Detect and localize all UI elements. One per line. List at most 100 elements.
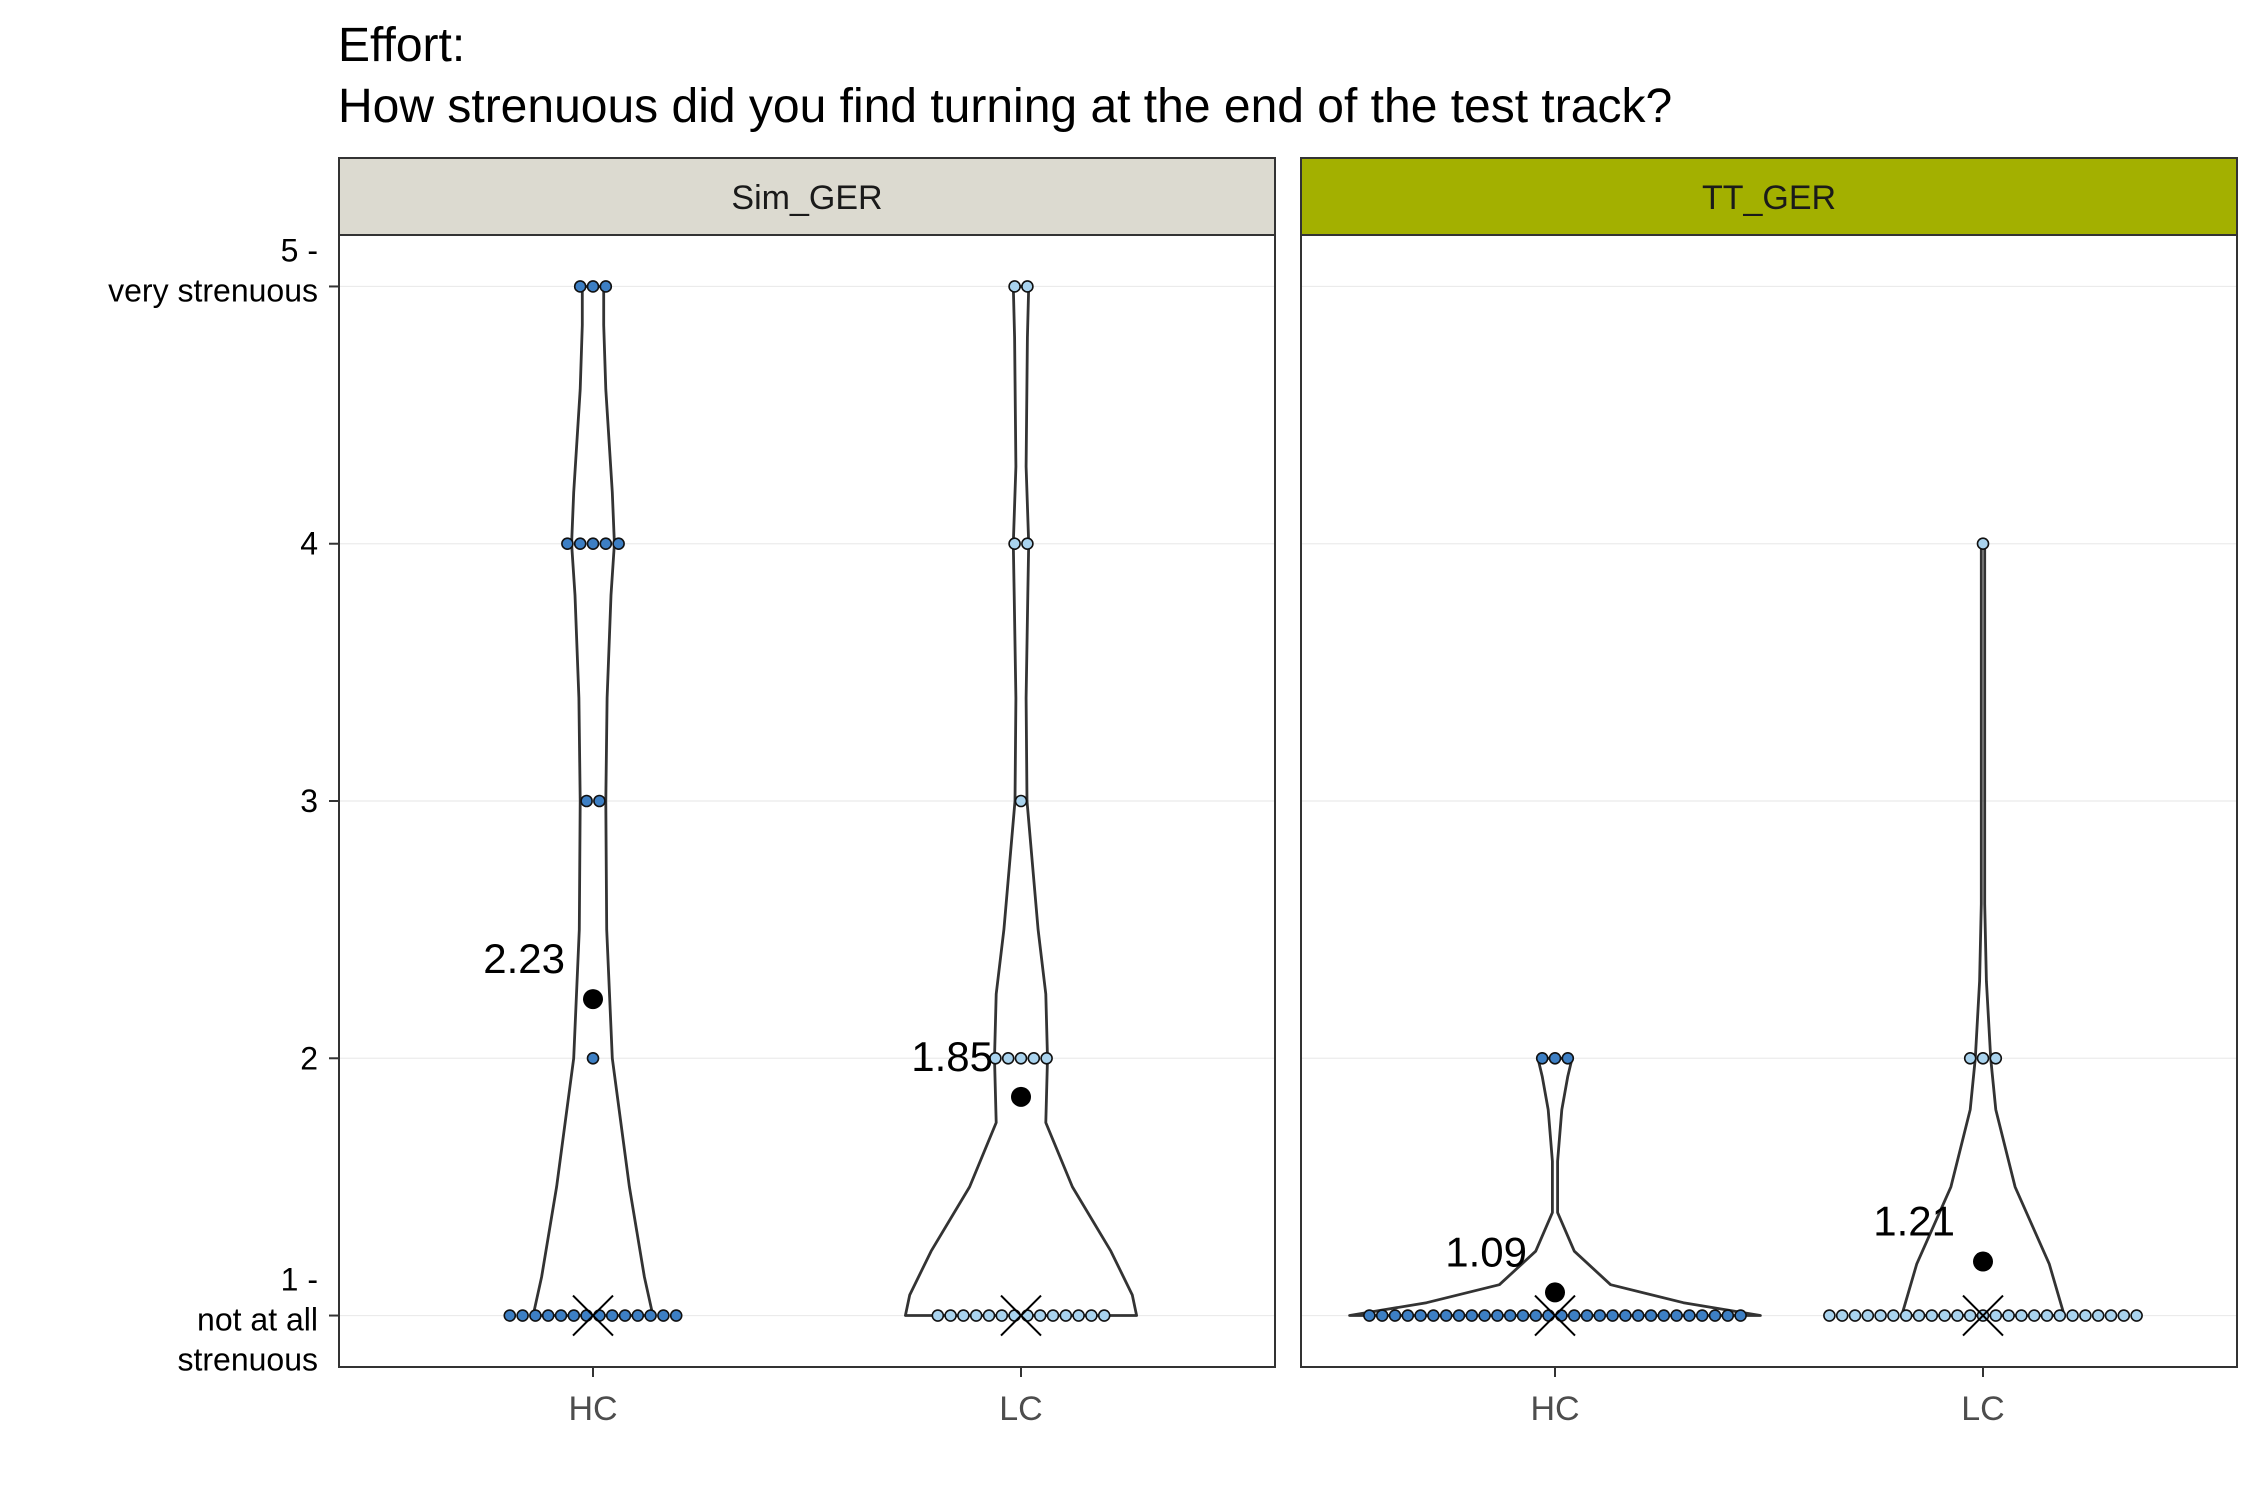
data-dot xyxy=(2130,1309,2143,1322)
data-dot xyxy=(1657,1309,1671,1322)
data-dot xyxy=(554,1309,568,1322)
mean-point xyxy=(1545,1282,1565,1303)
y-tick-label: not at all xyxy=(197,1302,318,1338)
y-tick-label: 4 xyxy=(300,526,318,562)
data-dot xyxy=(957,1309,970,1322)
data-dot xyxy=(1619,1309,1632,1322)
data-dot xyxy=(1452,1309,1466,1322)
data-dot xyxy=(1963,1051,1977,1065)
data-dot xyxy=(2015,1309,2028,1322)
data-dot xyxy=(1491,1309,1504,1322)
data-dot xyxy=(599,537,613,551)
chart-title-line2: How strenuous did you find turning at th… xyxy=(338,80,1672,133)
median-cross xyxy=(1000,1294,1042,1337)
y-tick-label: 5 - xyxy=(281,232,318,268)
data-dot xyxy=(561,537,574,551)
data-dot xyxy=(1427,1309,1440,1322)
mean-point xyxy=(1973,1251,1993,1272)
median-cross xyxy=(1962,1294,2004,1337)
data-dot xyxy=(1097,1309,1111,1322)
plot-area: 5 - very strenuous 4 3 2 1 - not at all strenuo… xyxy=(108,157,2238,1428)
data-dot xyxy=(1989,1309,2003,1322)
data-dot xyxy=(1535,1051,1549,1065)
data-dot xyxy=(1503,1309,1517,1322)
data-dot xyxy=(1976,1051,1990,1065)
x-tick-label: LC xyxy=(1961,1390,2004,1428)
data-dot xyxy=(1823,1309,1836,1322)
median-cross xyxy=(1534,1294,1576,1337)
data-dot xyxy=(944,1309,957,1322)
data-dot xyxy=(1561,1051,1575,1065)
data-dot xyxy=(1861,1309,1875,1322)
data-dot xyxy=(580,794,593,808)
data-dot xyxy=(1848,1309,1862,1322)
y-tick-label: 3 xyxy=(300,783,318,819)
data-dot xyxy=(1021,537,1034,551)
data-dot xyxy=(586,1051,600,1065)
data-dot xyxy=(618,1309,632,1322)
data-dot xyxy=(1059,1309,1073,1322)
data-dot xyxy=(2002,1309,2015,1322)
data-dot xyxy=(1899,1309,1913,1322)
data-dot xyxy=(586,280,600,293)
data-dot xyxy=(1001,1051,1015,1065)
data-dot xyxy=(1593,1309,1607,1322)
data-dot xyxy=(1835,1309,1849,1322)
data-dot xyxy=(2117,1309,2131,1322)
data-dot xyxy=(969,1309,983,1322)
data-dot xyxy=(1021,280,1034,293)
data-dot xyxy=(1606,1309,1619,1322)
data-dot xyxy=(593,794,606,808)
data-dot xyxy=(1708,1309,1722,1322)
data-dot xyxy=(2053,1309,2067,1322)
panel-border xyxy=(338,234,1276,1368)
chart-title-line1: Effort: xyxy=(338,19,465,72)
panel-TT_GER: TT_GER 1.09 HC 1.21 LC xyxy=(1300,157,2238,1428)
data-dot xyxy=(1375,1309,1389,1322)
data-dot xyxy=(1721,1309,1735,1322)
data-dot xyxy=(1874,1309,1887,1322)
data-dot xyxy=(2091,1309,2105,1322)
data-dot xyxy=(657,1309,670,1322)
data-dot xyxy=(2066,1309,2079,1322)
data-dot xyxy=(1734,1309,1747,1322)
data-dot xyxy=(644,1309,657,1322)
facet-strip xyxy=(338,157,1276,236)
group-LC: 1.85 xyxy=(904,280,1138,1337)
data-dot xyxy=(631,1309,645,1322)
mean-label: 2.23 xyxy=(483,935,565,982)
data-dot xyxy=(1478,1309,1491,1322)
data-dot xyxy=(529,1309,542,1322)
data-dot xyxy=(2040,1309,2054,1322)
mean-label: 1.85 xyxy=(911,1033,993,1080)
group-HC: 2.23 xyxy=(483,280,683,1337)
data-dot xyxy=(989,1051,1002,1065)
data-dot xyxy=(1580,1309,1594,1322)
data-dot xyxy=(503,1309,517,1322)
group-LC: 1.21 xyxy=(1823,537,2143,1337)
facet-strip-label: TT_GER xyxy=(1702,179,1836,217)
data-dot xyxy=(982,1309,996,1322)
data-dot xyxy=(1027,1051,1041,1065)
data-dot xyxy=(605,1309,619,1322)
panel-Sim_GER: Sim_GER 2.23 HC 1.85 LC xyxy=(338,157,1276,1428)
data-dot xyxy=(1439,1309,1453,1322)
median-cross xyxy=(572,1294,614,1337)
data-dot xyxy=(1085,1309,1098,1322)
mean-label: 1.21 xyxy=(1873,1198,1955,1245)
data-dot xyxy=(1644,1309,1658,1322)
mean-point xyxy=(583,989,603,1010)
data-dot xyxy=(1033,1309,1047,1322)
data-dot xyxy=(1683,1309,1696,1322)
panel-border xyxy=(1300,234,2238,1368)
data-dot xyxy=(612,537,625,551)
data-dot xyxy=(1567,1309,1581,1322)
data-dot xyxy=(1963,1309,1977,1322)
data-dot xyxy=(1008,280,1021,293)
data-dot xyxy=(1388,1309,1402,1322)
data-dot xyxy=(995,1309,1009,1322)
data-dot xyxy=(2027,1309,2041,1322)
x-tick-label: LC xyxy=(999,1390,1042,1428)
group-HC: 1.09 xyxy=(1348,1051,1762,1337)
